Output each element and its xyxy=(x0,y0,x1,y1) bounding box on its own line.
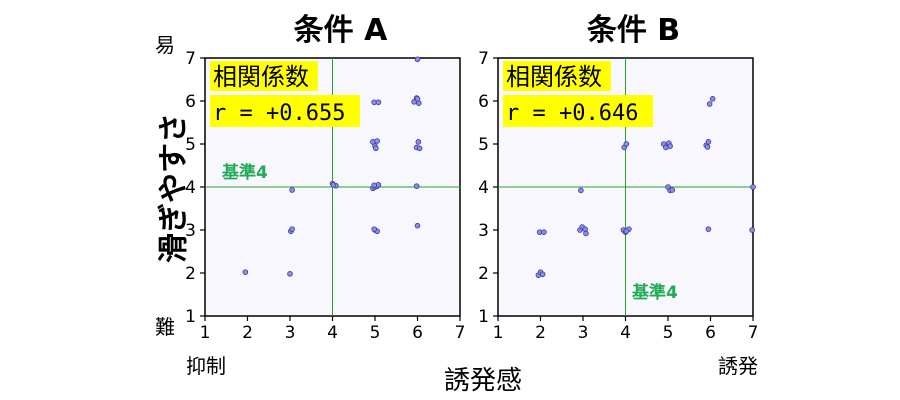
x-tick-label: 6 xyxy=(705,323,716,343)
data-point xyxy=(667,143,673,149)
data-point xyxy=(583,230,589,237)
x-tick-label: 1 xyxy=(200,323,211,343)
y-tick-label: 1 xyxy=(185,307,196,327)
data-point xyxy=(578,187,584,194)
y-tick-label: 6 xyxy=(478,92,489,112)
chart-title: 条件 A xyxy=(294,13,388,48)
corr-value: r = +0.655 xyxy=(213,101,345,126)
reference-label: 基準4 xyxy=(631,282,678,303)
data-point xyxy=(371,226,377,232)
x-tick-label: 4 xyxy=(327,323,338,343)
data-point xyxy=(371,182,377,189)
data-point xyxy=(623,228,630,235)
y-tick-label: 7 xyxy=(478,49,489,69)
y-tick-label: 5 xyxy=(185,135,196,155)
corr-value: r = +0.646 xyxy=(506,101,638,126)
x-tick-label: 1 xyxy=(493,323,504,343)
x-tick-label: 7 xyxy=(748,323,759,343)
chart-title: 条件 B xyxy=(587,13,680,48)
data-point xyxy=(705,139,712,145)
y-tick-label: 2 xyxy=(478,264,489,284)
data-point xyxy=(539,271,546,278)
y-axis-label: 滑ぎやすさ xyxy=(157,113,192,263)
y-tick-label: 3 xyxy=(478,221,489,241)
panel-b: 条件 B 1 2 3 4 5 6 7 1 2 3 4 5 6 7 相関係数 r = +0.646 基準4 xyxy=(478,13,758,343)
x-tick-label: 2 xyxy=(535,323,546,343)
data-point xyxy=(289,226,295,232)
x-axis-label: 誘発感 xyxy=(444,366,522,396)
x-left-hint: 抑制 xyxy=(186,354,226,378)
data-point xyxy=(414,222,421,229)
x-tick-label: 2 xyxy=(242,323,253,343)
data-point xyxy=(414,56,421,63)
y-tick-label: 4 xyxy=(478,178,489,198)
x-tick-label: 6 xyxy=(412,323,423,343)
x-tick-label: 4 xyxy=(620,323,631,343)
data-point xyxy=(669,187,676,193)
data-point xyxy=(749,227,755,233)
data-point xyxy=(287,271,293,277)
y-tick-label: 4 xyxy=(185,178,196,198)
reference-label: 基準4 xyxy=(221,162,268,183)
data-point xyxy=(414,96,421,102)
x-tick-label: 3 xyxy=(285,323,296,343)
y-tick-label: 2 xyxy=(185,264,196,284)
x-right-hint: 誘発 xyxy=(718,354,758,378)
x-tick-label: 5 xyxy=(370,323,381,343)
data-point xyxy=(413,183,420,189)
data-point xyxy=(709,96,716,102)
data-point xyxy=(705,226,712,232)
corr-label-bg xyxy=(503,61,611,91)
data-point xyxy=(289,187,295,193)
data-point xyxy=(374,138,380,144)
corr-label-bg xyxy=(210,61,318,91)
corr-label: 相関係数 xyxy=(213,63,309,91)
y-tick-label: 6 xyxy=(185,92,196,112)
y-tick-label: 1 xyxy=(478,307,489,327)
x-tick-label: 3 xyxy=(578,323,589,343)
data-point xyxy=(242,269,249,275)
panel-a: 条件 A 1 2 3 4 5 6 7 1 2 3 4 5 6 7 相関係数 r = +0.655 基準4 xyxy=(185,13,465,343)
data-point xyxy=(750,184,756,190)
data-point xyxy=(330,182,337,188)
y-top-hint: 易 xyxy=(155,33,175,57)
data-point xyxy=(623,141,630,147)
data-point xyxy=(373,145,379,152)
data-point xyxy=(541,229,547,235)
y-tick-label: 5 xyxy=(478,135,489,155)
data-point xyxy=(416,145,423,152)
corr-value-bg xyxy=(210,95,360,127)
corr-label: 相関係数 xyxy=(506,63,602,91)
corr-value-bg xyxy=(503,95,653,127)
y-bottom-hint: 難 xyxy=(155,315,175,339)
data-point xyxy=(375,99,382,106)
x-tick-label: 5 xyxy=(663,323,674,343)
x-tick-label: 7 xyxy=(455,323,466,343)
data-point xyxy=(704,144,711,150)
y-tick-label: 3 xyxy=(185,221,196,241)
y-tick-label: 7 xyxy=(185,49,196,69)
data-point xyxy=(415,139,422,145)
data-point xyxy=(706,101,713,107)
